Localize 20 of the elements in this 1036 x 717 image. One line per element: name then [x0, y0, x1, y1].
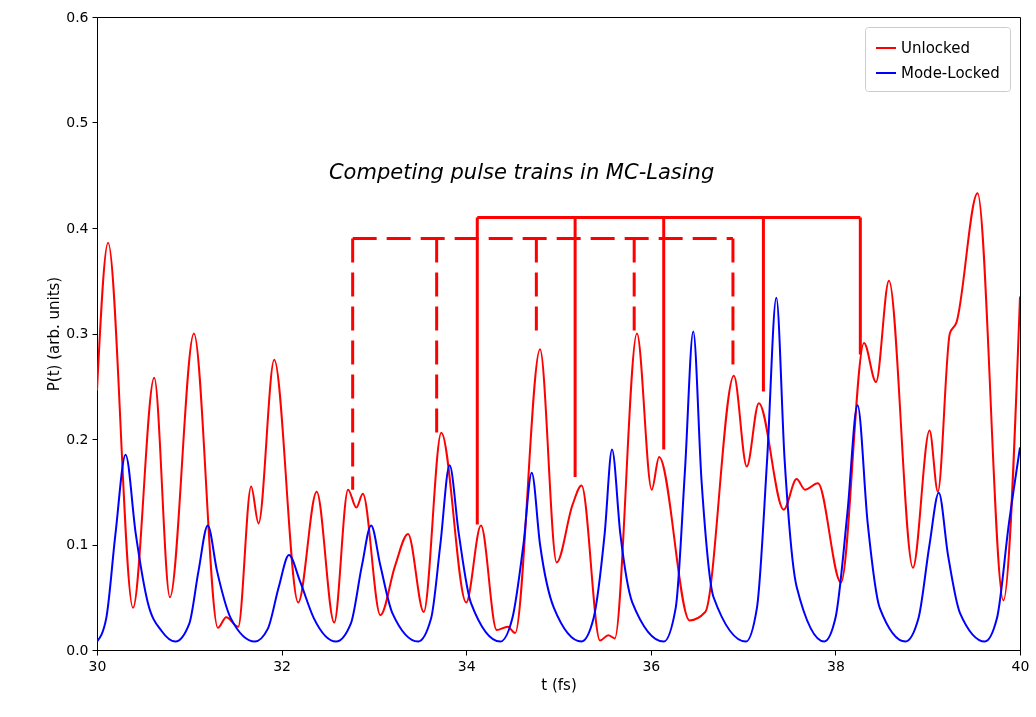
- line-series: [97, 296, 1020, 643]
- annotation: Competing pulse trains in MC-Lasing: [328, 159, 715, 184]
- legend-label: Unlocked: [901, 39, 970, 57]
- y-tick-label: 0.5: [66, 114, 89, 130]
- line-series: [97, 192, 1020, 642]
- y-axis-title: P(t) (arb. units): [45, 276, 64, 392]
- x-tick-label: 36: [642, 657, 661, 674]
- legend-label: Mode-Locked: [901, 64, 1000, 82]
- x-tick-label: 40: [1011, 657, 1030, 674]
- y-tick-label: 0.4: [66, 219, 89, 236]
- y-tick-label: 0.2: [66, 430, 89, 447]
- x-tick-label: 34: [457, 657, 476, 674]
- x-tick-label: 30: [88, 657, 107, 674]
- y-tick-label: 0.1: [66, 536, 89, 552]
- x-tick-label: 32: [273, 657, 292, 674]
- x-axis-title: t (fs): [541, 675, 577, 694]
- x-tick-label: 38: [826, 657, 845, 674]
- y-tick-label: 0.6: [66, 8, 89, 25]
- y-tick-label: 0.0: [66, 641, 89, 658]
- y-tick-label: 0.3: [66, 325, 89, 341]
